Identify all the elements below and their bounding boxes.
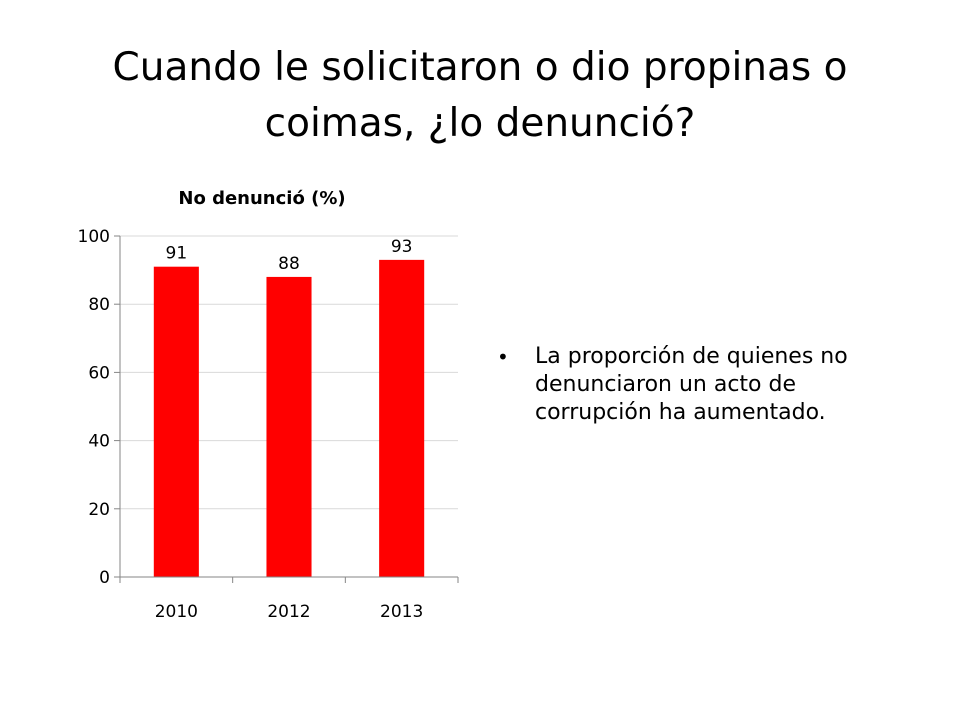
bullet-list: • La proporción de quienes no denunciaro… bbox=[497, 343, 877, 427]
x-tick-label-2013: 2013 bbox=[380, 602, 423, 622]
bullet-icon: • bbox=[497, 345, 509, 369]
bar-2010 bbox=[153, 266, 199, 577]
data-label-2010: 91 bbox=[166, 244, 188, 264]
data-label-2013: 93 bbox=[391, 237, 413, 257]
slide-title: Cuando le solicitaron o dio propinas o c… bbox=[60, 40, 900, 152]
y-tick-label-100: 100 bbox=[78, 227, 110, 247]
x-tick-label-2010: 2010 bbox=[155, 602, 198, 622]
chart-title: No denunció (%) bbox=[178, 188, 345, 209]
bullet-text: La proporción de quienes no denunciaron … bbox=[535, 344, 848, 425]
bar-2013 bbox=[379, 259, 425, 577]
y-tick-label-60: 60 bbox=[88, 363, 110, 383]
axes: 0 20 40 60 80 100 2010 2012 2013 bbox=[78, 227, 459, 622]
slide-title-line-1: Cuando le solicitaron o dio propinas o bbox=[112, 45, 848, 90]
bullet-item: • La proporción de quienes no denunciaro… bbox=[497, 343, 877, 427]
data-labels: 91 88 93 bbox=[166, 237, 413, 274]
bar-2012 bbox=[266, 276, 312, 577]
y-tick-label-20: 20 bbox=[88, 500, 110, 520]
bar-chart: No denunció (%) 91 88 93 0 20 40 60 80 100 2010 2… bbox=[78, 188, 459, 622]
x-tick-label-2012: 2012 bbox=[267, 602, 310, 622]
slide-title-line-2: coimas, ¿lo denunció? bbox=[264, 101, 696, 146]
y-tick-label-40: 40 bbox=[88, 432, 110, 452]
data-label-2012: 88 bbox=[278, 254, 300, 274]
y-tick-label-0: 0 bbox=[99, 568, 110, 588]
bars bbox=[153, 259, 425, 577]
y-tick-label-80: 80 bbox=[88, 295, 110, 315]
